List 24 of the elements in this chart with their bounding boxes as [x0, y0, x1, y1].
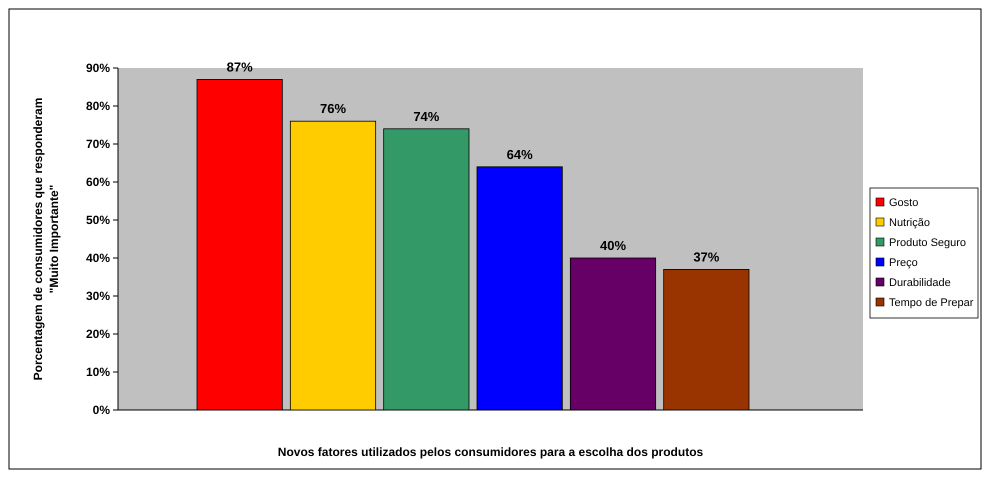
- y-tick-label: 20%: [86, 327, 110, 342]
- x-axis-title: Novos fatores utilizados pelos consumidores para a escolha dos produtos: [278, 445, 704, 459]
- legend-label: Durabilidade: [889, 277, 951, 289]
- data-label: 76%: [320, 101, 346, 116]
- y-tick-label: 0%: [92, 403, 110, 418]
- data-label: 87%: [226, 59, 254, 74]
- y-axis-title: Porcentagem de consumidores que responderam "Muito Importante": [31, 98, 61, 380]
- y-tick-label: 60%: [86, 175, 110, 190]
- legend-label: Preço: [889, 257, 918, 269]
- data-label: 74%: [413, 108, 440, 124]
- y-tick-label: 70%: [86, 137, 110, 152]
- y-tick-label: 80%: [86, 99, 110, 114]
- y-tick-label: 40%: [86, 251, 110, 266]
- legend-label: Nutrição: [889, 217, 930, 229]
- data-label: 37%: [693, 249, 720, 264]
- data-label: 40%: [600, 238, 626, 253]
- data-label: 64%: [506, 146, 534, 162]
- y-tick-label: 10%: [86, 365, 110, 380]
- legend-label: Produto Seguro: [889, 237, 966, 249]
- legend-label: Tempo de Prepar: [889, 297, 974, 309]
- y-tick-label: 90%: [86, 61, 110, 76]
- y-tick-label: 50%: [86, 213, 110, 228]
- y-tick-label: 30%: [86, 289, 110, 304]
- legend-label: Gosto: [889, 197, 918, 209]
